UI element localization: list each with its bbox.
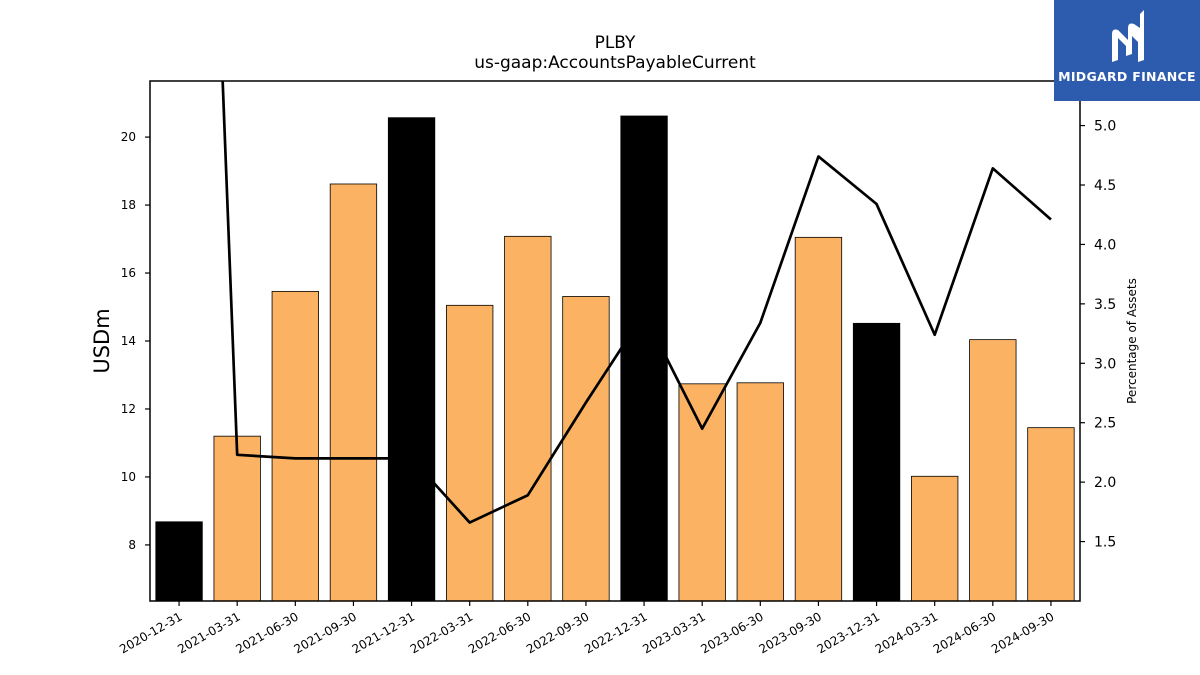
left-axis-ticks: 8 10 12 14 16 18 20 <box>121 130 150 552</box>
y2-tick-label: 2.0 <box>1094 475 1116 491</box>
y2-tick-label: 3.0 <box>1094 356 1116 372</box>
bar-2020-12-31 <box>155 521 203 602</box>
y-tick-label: 8 <box>128 538 136 552</box>
y2-tick-label: 3.5 <box>1094 297 1116 313</box>
bar-2024-06-30 <box>969 339 1017 602</box>
y-axis-label: USDm <box>90 308 114 373</box>
y-tick-label: 16 <box>121 266 136 280</box>
x-tick-label: 2023-06-30 <box>698 609 765 656</box>
bar-2022-06-30 <box>504 235 552 602</box>
y2-tick-label: 4.0 <box>1094 237 1116 253</box>
y2-tick-label: 5.0 <box>1094 119 1116 135</box>
y-tick-label: 12 <box>121 402 136 416</box>
y2-tick-label: 2.5 <box>1094 416 1116 432</box>
y2-tick-label: 1.5 <box>1094 535 1116 551</box>
y-tick-label: 10 <box>121 470 136 484</box>
bar-series <box>155 115 1075 602</box>
x-tick-label: 2024-06-30 <box>931 609 998 656</box>
midgard-finance-logo: MIDGARD FINANCE <box>1054 0 1200 101</box>
x-tick-label: 2022-09-30 <box>524 609 591 656</box>
bar-2022-03-31 <box>446 304 494 602</box>
x-tick-label: 2021-06-30 <box>233 609 300 656</box>
x-tick-label: 2021-03-31 <box>175 609 242 656</box>
bar-2021-12-31 <box>387 117 436 602</box>
bar-2024-09-30 <box>1027 427 1075 602</box>
x-tick-label: 2024-03-31 <box>873 609 940 656</box>
x-tick-label: 2022-03-31 <box>408 609 475 656</box>
chart-subtitle: us-gaap:AccountsPayableCurrent <box>474 53 756 73</box>
y2-tick-label: 4.5 <box>1094 178 1116 194</box>
bar-2021-09-30 <box>329 183 378 602</box>
bar-2023-06-30 <box>736 382 784 602</box>
percentage-of-assets-line <box>221 80 1052 524</box>
bar-2023-09-30 <box>794 236 843 602</box>
bar-2024-03-31 <box>911 475 959 602</box>
x-axis-ticks: 2020-12-312021-03-312021-06-302021-09-30… <box>117 601 1056 656</box>
bar-2021-03-31 <box>213 435 261 602</box>
x-tick-label: 2024-09-30 <box>989 609 1056 656</box>
logo-text: MIDGARD FINANCE <box>1058 69 1196 84</box>
x-tick-label: 2023-09-30 <box>757 609 824 656</box>
y-tick-label: 20 <box>121 130 136 144</box>
y-tick-label: 14 <box>121 334 136 348</box>
right-axis-ticks: 1.5 2.0 2.5 3.0 3.5 4.0 4.5 5.0 <box>1080 119 1116 551</box>
bar-2021-06-30 <box>271 290 319 602</box>
x-tick-label: 2020-12-31 <box>117 609 184 656</box>
x-tick-label: 2022-06-30 <box>466 609 533 656</box>
x-tick-label: 2021-12-31 <box>350 609 417 656</box>
right-axis-label: Percentage of Assets <box>1125 278 1139 404</box>
x-tick-label: 2021-09-30 <box>292 609 359 656</box>
bar-2022-12-31 <box>620 115 668 602</box>
bar-2023-03-31 <box>678 383 726 602</box>
midgard-logo-icon <box>1112 10 1144 62</box>
x-tick-label: 2023-12-31 <box>815 609 882 656</box>
bar-2022-09-30 <box>562 296 610 602</box>
y-tick-label: 18 <box>121 198 136 212</box>
x-tick-label: 2022-12-31 <box>582 609 649 656</box>
x-tick-label: 2023-03-31 <box>640 609 707 656</box>
chart-title: PLBY <box>595 33 636 53</box>
bar-2023-12-31 <box>852 322 901 602</box>
